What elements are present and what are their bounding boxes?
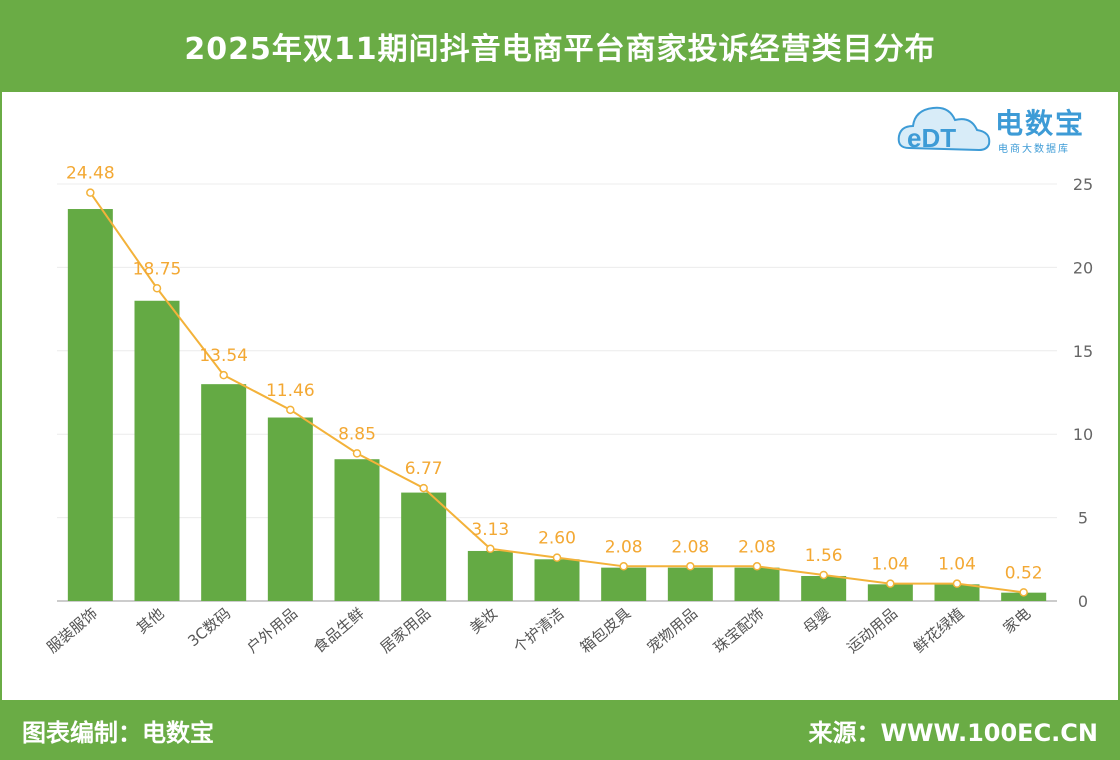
data-label: 2.08 [671, 537, 709, 557]
x-category-label: 母婴 [800, 604, 835, 637]
edt-logo: eDT 电数宝 电商大数据库 [895, 92, 1115, 162]
data-label: 11.46 [266, 381, 315, 401]
x-category-label: 宠物用品 [643, 604, 701, 656]
bar [467, 550, 513, 601]
line-point [686, 562, 695, 571]
bar [267, 417, 313, 601]
chart-title: 2025年双11期间抖音电商平台商家投诉经营类目分布 [184, 32, 936, 67]
x-category-label: 箱包皮具 [577, 604, 635, 656]
bar [534, 559, 580, 601]
bar [201, 384, 247, 601]
y-tick-label: 0 [1078, 592, 1088, 611]
line-point [286, 405, 295, 415]
logo-brand-text: 电数宝 [995, 107, 1086, 140]
data-label: 2.08 [738, 537, 776, 557]
logo-subtitle-text: 电商大数据库 [998, 144, 1070, 155]
data-label: 18.75 [133, 259, 182, 279]
x-category-label: 居家用品 [377, 604, 435, 656]
bar [934, 584, 980, 601]
bar [601, 567, 647, 601]
x-category-label: 户外用品 [243, 604, 301, 656]
x-category-label: 3C数码 [184, 604, 234, 650]
x-category-label: 珠宝配饰 [710, 604, 768, 656]
x-category-label: 其他 [133, 604, 168, 637]
y-tick-label: 10 [1073, 425, 1093, 444]
line-point [419, 483, 428, 493]
bar [134, 300, 180, 601]
line-point [819, 570, 828, 580]
x-category-label: 鲜花绿植 [910, 604, 968, 656]
bar [867, 584, 913, 601]
line-point [552, 553, 562, 562]
data-label: 2.08 [605, 537, 643, 557]
x-category-label: 食品生鲜 [310, 604, 368, 656]
line-point [619, 562, 628, 571]
bar [1001, 592, 1047, 601]
data-label: 8.85 [338, 424, 376, 444]
data-label: 6.77 [405, 459, 443, 479]
chart-svg: 0 5 10 15 20 25 24.48 18.75 13.54 11.46 8.85 6.77 3.… [43, 164, 1093, 657]
line-point [1019, 588, 1028, 597]
title-bar: 2025年双11期间抖音电商平台商家投诉经营类目分布 [0, 0, 1120, 92]
x-category-label: 美妆 [466, 604, 501, 637]
y-tick-label: 15 [1073, 342, 1093, 361]
line-point [886, 579, 895, 588]
footer-compiled-by: 图表编制：电数宝 [22, 718, 214, 747]
line-point [152, 284, 162, 293]
data-label: 13.54 [199, 346, 248, 366]
bar [667, 567, 713, 601]
bar [801, 575, 847, 601]
bar [734, 567, 780, 601]
data-label: 1.56 [805, 546, 843, 566]
line-point [219, 370, 228, 380]
data-label: 0.52 [1005, 563, 1043, 583]
data-label: 3.13 [471, 520, 509, 540]
x-category-label: 服装服饰 [43, 604, 101, 656]
data-label: 1.04 [871, 555, 909, 575]
x-category-label: 运动用品 [843, 604, 901, 656]
y-tick-label: 20 [1073, 258, 1093, 277]
data-label: 2.60 [538, 529, 576, 549]
footer-source: 来源：WWW.100EC.CN [808, 718, 1099, 747]
line-point [952, 579, 962, 588]
footer-bar: 图表编制：电数宝 来源：WWW.100EC.CN [0, 700, 1120, 760]
data-label: 24.48 [66, 164, 115, 184]
line-point [352, 449, 362, 458]
line-point [86, 188, 95, 197]
bar [67, 209, 113, 601]
data-label: 1.04 [938, 555, 976, 575]
bar [401, 492, 447, 601]
line-point [752, 562, 762, 571]
y-tick-label: 25 [1073, 175, 1093, 194]
x-category-label: 家电 [1000, 604, 1035, 637]
cloud-logo-icon: eDT [897, 106, 991, 153]
logo-mark-text: eDT [907, 123, 956, 153]
line-point [486, 544, 495, 554]
x-category-label: 个护清洁 [510, 604, 568, 656]
bar [334, 459, 380, 601]
y-tick-label: 5 [1078, 509, 1088, 528]
